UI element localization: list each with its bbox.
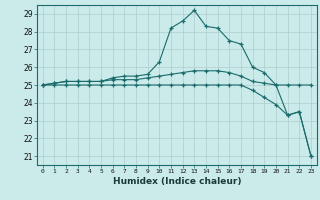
X-axis label: Humidex (Indice chaleur): Humidex (Indice chaleur) — [113, 177, 241, 186]
